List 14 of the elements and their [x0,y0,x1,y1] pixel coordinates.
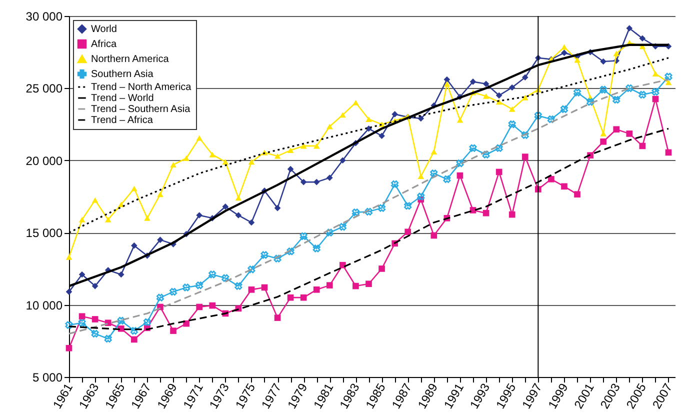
legend-label: Northern America [91,54,170,65]
legend-label: World [91,24,117,35]
legend-label: Southern Asia [91,69,154,80]
legend-label: Africa [91,39,117,50]
y-tick-label: 15 000 [26,226,63,240]
y-tick-label: 30 000 [26,10,63,24]
y-tick-label: 5 000 [32,370,63,384]
legend-label: Trend – Southern Asia [91,104,191,115]
legend-label: Trend – World [91,93,154,104]
y-tick-label: 10 000 [26,298,63,312]
legend-label: Trend – North America [91,82,192,93]
y-tick-label: 25 000 [26,82,63,96]
legend-label: Trend – Africa [91,115,154,126]
y-tick-label: 20 000 [26,154,63,168]
